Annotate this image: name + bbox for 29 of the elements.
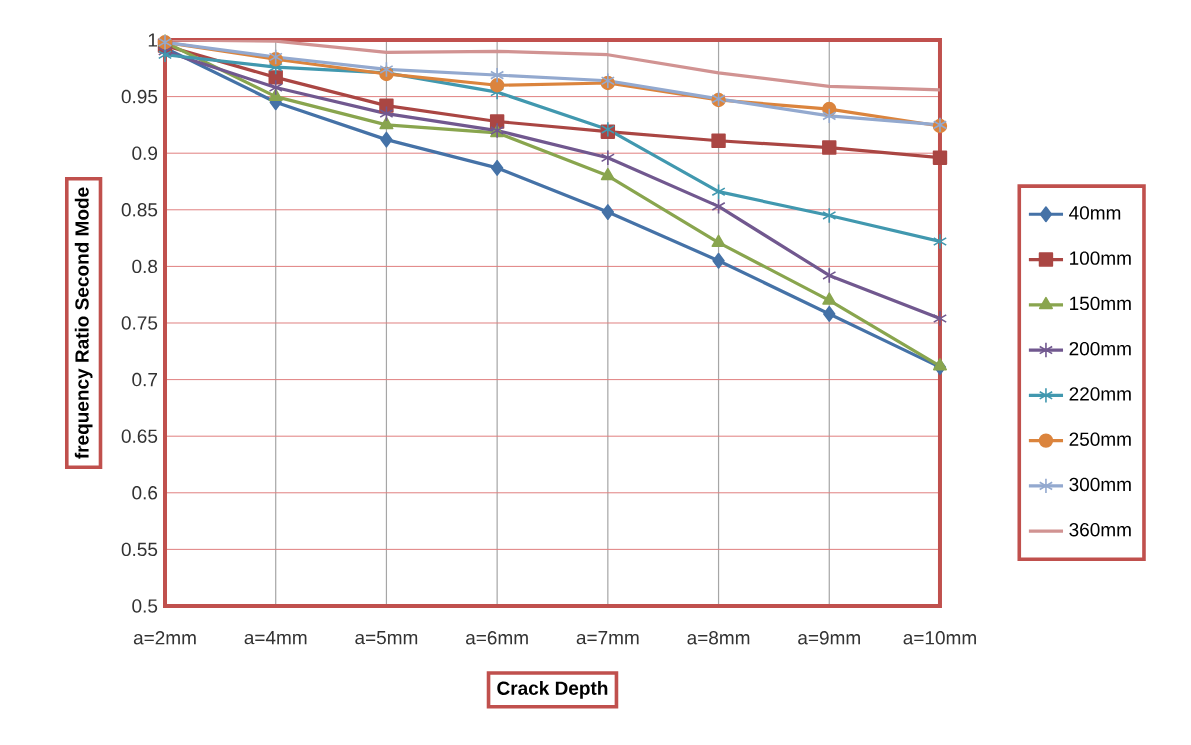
legend-label: 300mm — [1069, 477, 1131, 492]
y-tick-label: 0.85 — [121, 203, 158, 217]
legend-label: 150mm — [1070, 296, 1131, 311]
x-tick-label: a=10mm — [903, 631, 976, 645]
y-tick-label: 0.6 — [132, 486, 158, 500]
x-tick-label: a=4mm — [244, 631, 307, 645]
x-tick-label: a=6mm — [466, 631, 528, 645]
y-tick-label: 0.55 — [121, 542, 158, 557]
legend-label: 360mm — [1069, 522, 1131, 537]
y-tick-label: 0.7 — [132, 372, 157, 387]
y-tick-label: 0.5 — [132, 599, 158, 613]
x-tick-label: a=8mm — [687, 631, 750, 645]
x-tick-label: a=2mm — [133, 631, 196, 645]
legend-label: 250mm — [1069, 432, 1131, 446]
x-tick-label: a=7mm — [576, 631, 639, 645]
x-axis-title: Crack Depth — [497, 680, 608, 699]
legend-label: 220mm — [1069, 387, 1131, 401]
y-tick-label: 1 — [148, 33, 157, 47]
legend-label: 40mm — [1069, 206, 1121, 220]
y-tick-label: 0.8 — [132, 259, 158, 274]
y-tick-label: 0.9 — [132, 146, 158, 160]
x-tick-label: a=9mm — [798, 631, 860, 645]
y-tick-label: 0.95 — [121, 89, 158, 104]
y-axis-title: frequency Ratio Second Mode — [74, 187, 93, 459]
legend-label: 200mm — [1069, 341, 1131, 356]
y-tick-label: 0.75 — [121, 316, 158, 330]
y-tick-label: 0.65 — [121, 429, 158, 443]
legend-label: 100mm — [1070, 251, 1131, 265]
x-tick-label: a=5mm — [355, 631, 418, 645]
